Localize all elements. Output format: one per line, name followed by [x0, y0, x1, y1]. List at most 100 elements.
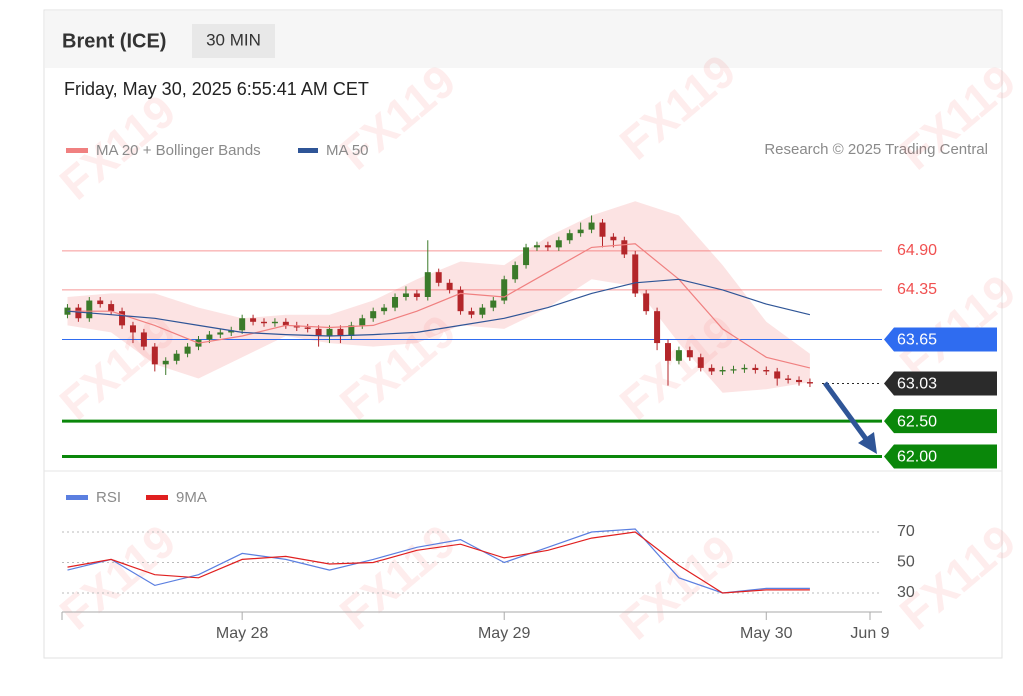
candle-body: [544, 245, 551, 248]
candle-body: [785, 378, 792, 380]
candle-body: [665, 343, 671, 361]
candle-body: [763, 370, 770, 372]
candle-body: [708, 367, 715, 372]
card: [43, 9, 1003, 659]
candle-body: [512, 265, 519, 280]
legend-label: MA 50: [326, 142, 369, 159]
candle-body: [370, 311, 377, 319]
level-label: 63.03: [897, 376, 937, 393]
timestamp: Friday, May 30, 2025 6:55:41 AM CET: [64, 79, 369, 99]
rsi-ma-line: [67, 531, 810, 594]
candle-body: [806, 382, 813, 384]
candle-body: [413, 293, 420, 297]
forecast-arrowhead: [858, 432, 877, 454]
candle-body: [359, 318, 366, 326]
candle-body: [381, 307, 388, 312]
candle-body: [173, 353, 180, 361]
candle-body: [348, 325, 355, 336]
candle-body: [402, 293, 409, 297]
candle-body: [479, 307, 486, 315]
candle-body: [566, 233, 573, 241]
candle-body: [643, 293, 650, 312]
x-tick-label: Jun 9: [850, 625, 889, 642]
candle-body: [326, 328, 333, 336]
candle-body: [446, 282, 453, 290]
candle-body: [119, 311, 126, 326]
candle-body: [140, 332, 147, 347]
candle-body: [304, 327, 311, 329]
rsi-line: [67, 528, 810, 594]
candle-body: [501, 279, 508, 301]
candle-body: [654, 311, 661, 344]
candle-body: [457, 289, 464, 312]
y-tick-label: 70: [897, 523, 915, 540]
candle-body: [686, 350, 693, 358]
x-tick-label: May 30: [740, 625, 793, 642]
candle-body: [632, 254, 639, 294]
timeframe-box: [192, 24, 275, 58]
candle-body: [555, 240, 562, 248]
candle-body: [86, 300, 93, 319]
candle-body: [108, 304, 115, 312]
candle-body: [151, 346, 158, 365]
level-label: 62.00: [897, 449, 937, 466]
candle-body: [239, 318, 246, 331]
candle-body: [250, 318, 257, 322]
candle-body: [675, 350, 682, 361]
instrument-title: Brent (ICE): [62, 30, 166, 52]
candle-body: [741, 367, 748, 370]
candle-body: [523, 247, 530, 266]
level-tag: [884, 409, 997, 434]
legend-swatch: [66, 148, 88, 153]
ma-line: [67, 243, 811, 369]
candle-body: [719, 370, 726, 372]
legend-swatch: [298, 148, 318, 153]
candle-body: [162, 360, 169, 365]
legend-label: 9MA: [176, 489, 207, 506]
candle-body: [271, 321, 278, 324]
candle-body: [588, 222, 595, 230]
y-tick-label: 30: [897, 584, 915, 601]
level-label: 62.50: [897, 413, 937, 430]
level-tag: [884, 327, 997, 352]
candle-body: [730, 369, 737, 371]
candle-body: [337, 328, 344, 336]
candle-body: [599, 222, 606, 237]
legend-swatch: [66, 495, 88, 500]
y-tick-label: 50: [897, 554, 915, 571]
timeframe: 30 MIN: [206, 30, 261, 49]
price-panel: 64.90 64.35 63.65 63.03 62.50 62.00 MA 20 + Bo…: [62, 142, 997, 469]
candle-body: [217, 332, 224, 335]
candle-body: [184, 346, 191, 354]
candle-body: [490, 300, 497, 308]
candle-body: [468, 311, 475, 315]
candle-body: [228, 330, 235, 333]
level-tag: [884, 444, 997, 469]
candle-body: [392, 296, 399, 308]
forecast-arrow: [822, 381, 869, 441]
candle-body: [97, 300, 104, 305]
legend-swatch: [146, 495, 168, 500]
candle-body: [610, 236, 617, 241]
candle-body: [206, 334, 213, 340]
candle-body: [752, 367, 759, 371]
candle-body: [533, 245, 540, 248]
level-label: 64.90: [897, 242, 937, 259]
level-tag: [884, 371, 997, 396]
level-label: 64.35: [897, 281, 937, 298]
candle-body: [261, 321, 267, 324]
candle-body: [282, 321, 289, 326]
candle-body: [774, 371, 781, 379]
candle-body: [577, 229, 584, 234]
candle-body: [64, 307, 71, 315]
candle-body: [435, 272, 442, 283]
credit: Research © 2025 Trading Central: [764, 141, 988, 158]
candle-body: [796, 379, 803, 383]
rsi-panel: 70 50 30 May 28 May 29 May 30 Jun 9 RSI 9MA: [61, 489, 915, 642]
candle-body: [697, 357, 704, 368]
x-tick-label: May 29: [478, 625, 531, 642]
candle-body: [75, 307, 82, 319]
level-label: 63.65: [897, 332, 937, 349]
legend-label: RSI: [96, 489, 121, 506]
